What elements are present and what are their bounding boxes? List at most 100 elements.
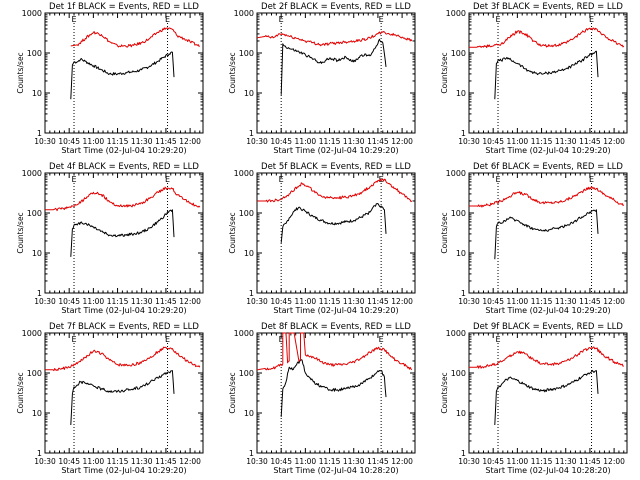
x-tick-label: 11:30	[131, 297, 153, 306]
x-tick-label: 12:00	[179, 137, 201, 146]
x-tick-label: 10:45	[58, 457, 80, 466]
y-tick-label: 100	[239, 49, 254, 58]
plot-frame	[256, 12, 416, 134]
y-axis-label: Counts/sec	[228, 372, 237, 413]
y-tick-label: 1000	[22, 9, 42, 18]
x-tick-label: 11:45	[155, 457, 177, 466]
x-tick-label: 11:30	[343, 137, 365, 146]
plot-frame	[256, 332, 416, 454]
event-marker-label: E	[71, 335, 76, 344]
x-tick-label: 10:30	[246, 137, 268, 146]
x-tick-label: 11:00	[83, 137, 105, 146]
panel-9: Det 9f BLACK = Events, RED = LLD 1 10 100 10…	[440, 322, 628, 475]
x-tick-label: 11:15	[107, 457, 129, 466]
x-tick-label: 10:30	[458, 297, 480, 306]
plot-frame	[468, 172, 628, 294]
x-tick-label: 12:00	[603, 457, 625, 466]
series-line-events	[494, 209, 599, 260]
series-line-lld	[469, 27, 625, 49]
panel-title: Det 6f BLACK = Events, RED = LLD	[473, 162, 623, 172]
plot-frame	[468, 12, 628, 134]
plot-frame	[44, 172, 204, 294]
series-line-events	[70, 51, 175, 100]
x-tick-label: 10:30	[34, 137, 56, 146]
panel-title: Det 1f BLACK = Events, RED = LLD	[49, 2, 199, 12]
x-tick-label: 11:45	[367, 137, 389, 146]
x-tick-label: 11:45	[367, 297, 389, 306]
x-tick-label: 10:45	[482, 137, 504, 146]
event-marker-label: E	[279, 15, 284, 24]
event-marker-label: E	[379, 175, 384, 184]
event-marker-label: E	[495, 175, 500, 184]
y-tick-label: 1	[461, 289, 466, 298]
y-tick-label: 10	[244, 89, 254, 98]
x-tick-label: 10:30	[34, 457, 56, 466]
panel-2: Det 2f BLACK = Events, RED = LLD 1 10 100 10…	[228, 2, 416, 155]
panel-3: Det 3f BLACK = Events, RED = LLD 1 10 100 10…	[440, 2, 628, 155]
y-tick-label: 1000	[446, 329, 466, 338]
y-tick-label: 100	[451, 209, 466, 218]
x-tick-label: 10:30	[246, 297, 268, 306]
y-tick-label: 10	[244, 249, 254, 258]
series-line-events	[494, 369, 599, 426]
event-marker-label: E	[589, 15, 594, 24]
x-tick-label: 10:45	[58, 137, 80, 146]
y-axis-label: Counts/sec	[16, 372, 25, 413]
x-tick-label: 12:00	[179, 297, 201, 306]
x-tick-label: 11:45	[155, 297, 177, 306]
x-axis-label: Start Time (02-Jul-04 10:29:20)	[485, 306, 610, 315]
panel-title: Det 2f BLACK = Events, RED = LLD	[261, 2, 411, 12]
plot-frame	[256, 172, 416, 294]
series-line-events	[280, 203, 387, 243]
y-tick-label: 10	[32, 409, 42, 418]
x-tick-label: 11:45	[367, 457, 389, 466]
y-tick-label: 1000	[446, 9, 466, 18]
y-tick-label: 100	[451, 369, 466, 378]
x-tick-label: 11:00	[83, 297, 105, 306]
series-line-lld	[256, 31, 413, 47]
panel-4: Det 4f BLACK = Events, RED = LLD 1 10 100 10…	[16, 162, 204, 315]
x-tick-label: 10:30	[458, 137, 480, 146]
x-axis-label: Start Time (02-Jul-04 10:29:20)	[485, 146, 610, 155]
y-axis-label: Counts/sec	[16, 212, 25, 253]
x-tick-label: 12:00	[603, 297, 625, 306]
x-tick-label: 10:30	[458, 457, 480, 466]
event-marker-label: E	[495, 15, 500, 24]
series-line-lld	[70, 27, 200, 48]
x-tick-label: 10:30	[246, 457, 268, 466]
x-tick-label: 11:00	[507, 137, 529, 146]
series-line-lld	[469, 346, 624, 369]
plot-frame	[44, 12, 204, 134]
panel-5: Det 5f BLACK = Events, RED = LLD 1 10 100 10…	[228, 162, 416, 315]
x-tick-label: 11:45	[579, 137, 601, 146]
x-axis-label: Start Time (02-Jul-04 10:29:20)	[273, 306, 398, 315]
y-tick-label: 1000	[234, 329, 254, 338]
panel-title: Det 3f BLACK = Events, RED = LLD	[473, 2, 623, 12]
y-tick-label: 1	[249, 289, 254, 298]
event-marker-label: E	[165, 335, 170, 344]
x-axis-label: Start Time (02-Jul-04 10:29:20)	[61, 146, 186, 155]
x-tick-label: 11:15	[319, 297, 341, 306]
series-line-lld	[45, 346, 201, 372]
x-tick-label: 10:45	[482, 457, 504, 466]
x-tick-label: 11:00	[295, 137, 317, 146]
series-line-lld	[45, 186, 201, 212]
series-line-lld	[256, 332, 413, 371]
series-line-events	[280, 38, 387, 95]
x-axis-label: Start Time (02-Jul-04 10:28:20)	[485, 466, 610, 475]
panel-1: Det 1f BLACK = Events, RED = LLD 1 10 100 10…	[16, 2, 204, 155]
series-line-events	[494, 50, 599, 100]
y-axis-label: Counts/sec	[228, 212, 237, 253]
panel-6: Det 6f BLACK = Events, RED = LLD 1 10 100 10…	[440, 162, 628, 315]
plot-frame	[468, 332, 628, 454]
y-tick-label: 10	[32, 249, 42, 258]
y-tick-label: 1000	[446, 169, 466, 178]
y-tick-label: 10	[456, 249, 466, 258]
x-axis-label: Start Time (02-Jul-04 10:28:20)	[273, 466, 398, 475]
panel-title: Det 4f BLACK = Events, RED = LLD	[49, 162, 199, 172]
x-tick-label: 10:45	[270, 297, 292, 306]
y-tick-label: 100	[239, 209, 254, 218]
panel-title: Det 7f BLACK = Events, RED = LLD	[49, 322, 199, 332]
y-tick-label: 10	[456, 89, 466, 98]
panel-8: Det 8f BLACK = Events, RED = LLD 1 10 100 10…	[228, 322, 416, 475]
